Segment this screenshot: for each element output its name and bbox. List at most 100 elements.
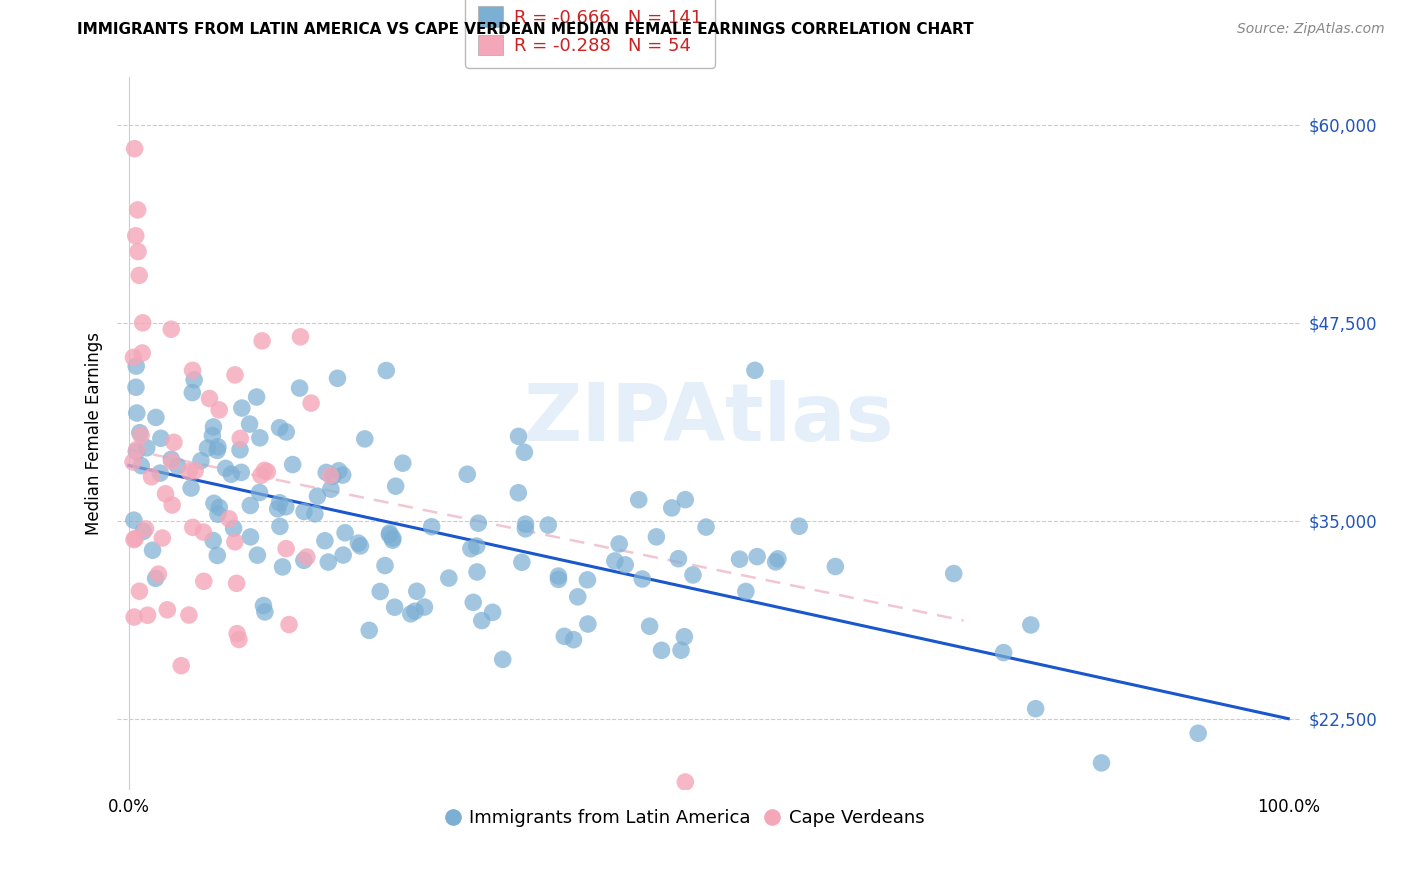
Point — [319, 482, 342, 496]
Point — [695, 520, 717, 534]
Point — [651, 643, 673, 657]
Point — [274, 541, 297, 556]
Point — [304, 507, 326, 521]
Point — [378, 526, 401, 541]
Point — [127, 244, 149, 259]
Point — [288, 381, 311, 395]
Point — [353, 432, 375, 446]
Point — [180, 481, 202, 495]
Point — [281, 458, 304, 472]
Point — [384, 600, 406, 615]
Point — [245, 390, 267, 404]
Point — [747, 549, 769, 564]
Point — [202, 533, 225, 548]
Point — [208, 500, 231, 515]
Point — [163, 435, 186, 450]
Point — [122, 533, 145, 547]
Point — [673, 630, 696, 644]
Point — [562, 632, 585, 647]
Point — [246, 548, 269, 562]
Point — [190, 454, 212, 468]
Point — [124, 532, 146, 546]
Point — [682, 568, 704, 582]
Point — [290, 330, 312, 344]
Text: IMMIGRANTS FROM LATIN AMERICA VS CAPE VERDEAN MEDIAN FEMALE EARNINGS CORRELATION: IMMIGRANTS FROM LATIN AMERICA VS CAPE VE… — [77, 22, 974, 37]
Point — [368, 584, 391, 599]
Point — [131, 346, 153, 360]
Point — [208, 403, 231, 417]
Point — [669, 643, 692, 657]
Point — [266, 501, 288, 516]
Point — [132, 524, 155, 539]
Point — [381, 533, 404, 548]
Point — [787, 519, 810, 533]
Point — [1025, 702, 1047, 716]
Point — [229, 442, 252, 457]
Point — [160, 498, 183, 512]
Point — [198, 392, 221, 406]
Point — [207, 507, 229, 521]
Point — [547, 573, 569, 587]
Point — [607, 537, 630, 551]
Point — [184, 464, 207, 478]
Point — [122, 513, 145, 527]
Point — [319, 468, 342, 483]
Point — [239, 417, 262, 431]
Point — [271, 560, 294, 574]
Point — [328, 464, 350, 478]
Point — [129, 428, 152, 442]
Point — [661, 500, 683, 515]
Point — [553, 629, 575, 643]
Point — [218, 512, 240, 526]
Point — [269, 496, 291, 510]
Point — [627, 492, 650, 507]
Point — [347, 536, 370, 550]
Point — [295, 549, 318, 564]
Point — [250, 468, 273, 483]
Text: Source: ZipAtlas.com: Source: ZipAtlas.com — [1237, 22, 1385, 37]
Point — [276, 425, 298, 439]
Point — [537, 518, 560, 533]
Point — [256, 465, 278, 479]
Point — [576, 573, 599, 587]
Point — [160, 455, 183, 469]
Point — [315, 466, 337, 480]
Point — [128, 425, 150, 440]
Point — [183, 373, 205, 387]
Point — [149, 466, 172, 480]
Point — [1090, 756, 1112, 770]
Point — [399, 607, 422, 621]
Text: ZIPAtlas: ZIPAtlas — [523, 380, 894, 458]
Point — [465, 565, 488, 579]
Point — [576, 617, 599, 632]
Point — [515, 517, 537, 532]
Point — [197, 441, 219, 455]
Point — [631, 572, 654, 586]
Point — [766, 551, 789, 566]
Point — [124, 142, 146, 156]
Point — [993, 646, 1015, 660]
Point — [515, 522, 537, 536]
Point — [467, 516, 489, 531]
Point — [374, 558, 396, 573]
Point — [322, 469, 344, 483]
Point — [141, 543, 163, 558]
Point — [375, 363, 398, 377]
Point — [181, 385, 204, 400]
Point — [404, 604, 426, 618]
Point — [638, 619, 661, 633]
Point — [122, 351, 145, 365]
Point — [125, 359, 148, 373]
Point — [125, 442, 148, 457]
Point — [222, 521, 245, 535]
Y-axis label: Median Female Earnings: Median Female Earnings — [86, 332, 103, 535]
Point — [170, 658, 193, 673]
Point — [229, 431, 252, 445]
Point — [316, 555, 339, 569]
Point — [179, 465, 201, 479]
Point — [673, 775, 696, 789]
Point — [420, 520, 443, 534]
Point — [299, 396, 322, 410]
Point — [252, 599, 274, 613]
Point — [508, 429, 530, 443]
